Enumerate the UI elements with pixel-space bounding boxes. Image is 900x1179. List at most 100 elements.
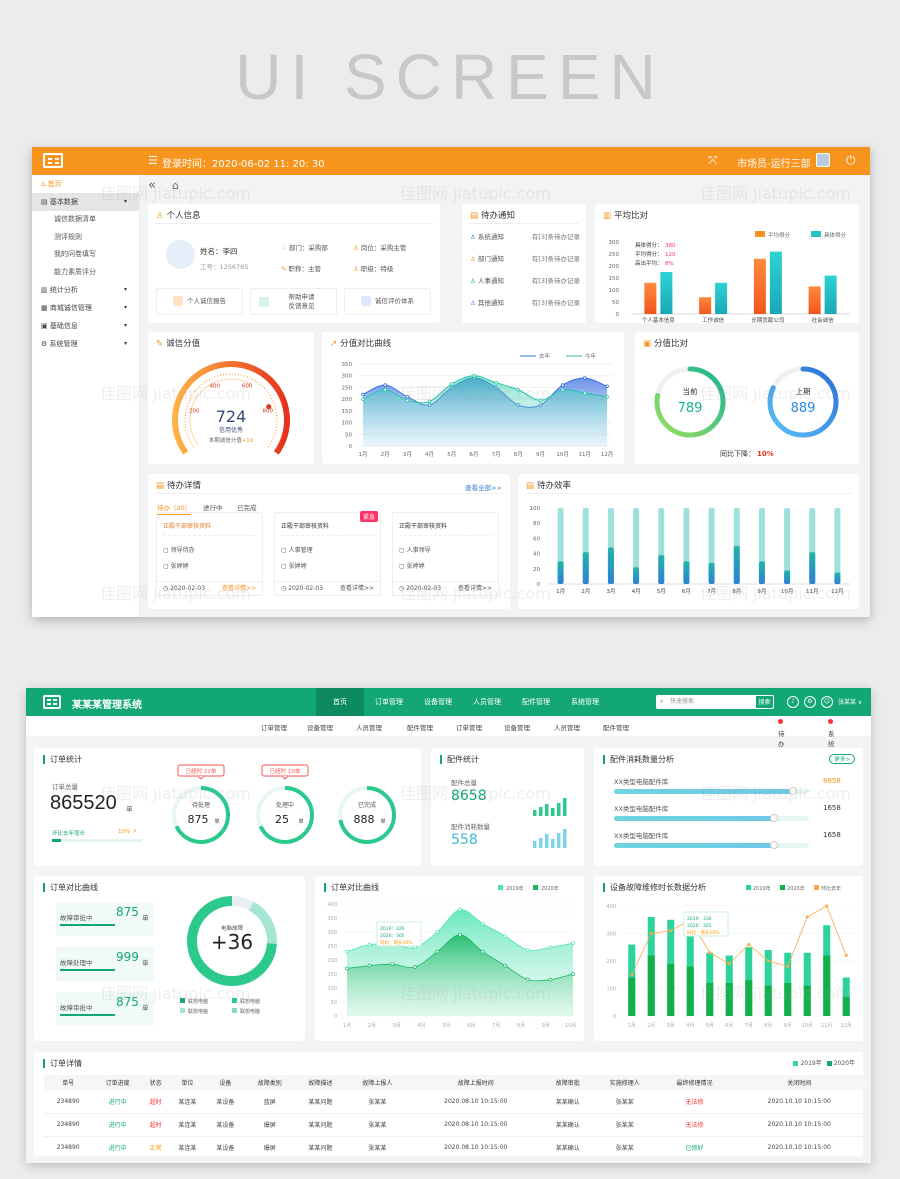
y-tick: 60 [533,536,540,542]
name-label: 姓名：李四 [200,247,238,256]
table-row[interactable]: 234890 进行中 正常 某连某 某设备 爆屏 某某问题 张某某 2020.08.10 10:… [44,1136,866,1160]
help-icon [259,297,269,307]
bar-具体得分 [660,272,673,314]
bar-total [834,508,841,584]
x-tick: 9月 [542,1023,550,1029]
table-cell: 某设备 [206,1113,245,1137]
compare-name: 故障审批中 [60,914,93,922]
ring-label: 已完成 [358,801,376,809]
notice-row[interactable]: ♙ 其他通知 有[3]条待办记录 [470,297,580,311]
details-link[interactable]: 查看详情>> [457,585,492,592]
column-header: 最终修理情况 [656,1075,733,1090]
x-tick: 8月 [514,451,523,458]
sidebar-subitem[interactable]: 能力素质评分 [54,267,96,276]
credit-report-button[interactable]: 个人诚信报告 [156,288,243,315]
bar-done [708,562,715,584]
consume-knob [769,841,778,849]
notice-name: 其他通知 [477,299,504,307]
subnav-item[interactable]: 人员管理 [554,724,580,732]
bar-平均得分 [808,286,821,314]
subnav-item[interactable]: 人员管理 [356,724,382,732]
consume-value: 8658 [823,777,841,785]
sidebar-item-home[interactable]: ⌂ 首页 [41,180,62,188]
subnav-item[interactable]: 订单管理 [456,724,482,732]
sidebar-subitem[interactable]: 我的问卷填写 [54,250,96,258]
help-button[interactable]: 帮助申请 反馈意见 [250,288,337,315]
personal-panel: ♙ 个人信息 姓名：李四 工号：1256785 ♘ 部门：采购部 ♙ 岗位：采购主… [148,204,440,323]
sidebar-item-basic[interactable]: ▤ 基本数据 ▾ [32,193,139,211]
subnav-item[interactable]: 设备管理 [307,724,333,732]
sidebar-item-mall[interactable]: ▦ 商城诚信管理 ▾ [32,299,139,317]
sidebar-item-info[interactable]: ▣ 基础信息 ▾ [32,317,139,335]
x-tick: 5月 [706,1023,714,1029]
search-input[interactable]: ⌕ 快速搜索 搜索 [656,695,774,709]
avatar[interactable] [816,153,830,167]
subnav-item[interactable]: 配件管理 [603,724,629,732]
card-footer: ◷ 2020-02-03 查看详情>> [393,581,498,595]
subnav-item[interactable]: 配件管理 [407,724,433,732]
panel-title: 待办通知 [481,211,516,221]
notice-row[interactable]: ♙ 人事通知 有[3]条待办记录 [470,275,580,289]
search-button[interactable]: 搜索 [755,695,774,709]
details-link[interactable]: 查看详情>> [339,585,374,592]
bar-2020 [706,983,714,1016]
nav-item[interactable]: 系统管理 [571,698,599,706]
view-all-link[interactable]: 查看全部>> [465,484,502,492]
more-button[interactable]: 更多> [829,754,855,764]
table-row[interactable]: 234890 进行中 超时 某连某 某设备 爆屏 某某问题 张某某 2020.08.10 10:… [44,1113,866,1137]
point-去年 [583,376,587,380]
tab-progress[interactable]: 进行中 [203,504,223,512]
point-今年 [560,387,565,392]
x-tick: 11月 [579,451,592,458]
fullscreen-icon[interactable]: ⤧ [708,153,718,167]
y-tick: 150 [327,972,337,978]
sidebar-item-system[interactable]: ⚙ 系统管理 ▾ [32,335,139,353]
todo-card[interactable]: 正殿干部审核资料 ▢ 领导待办 ▢ 张婷婷 ◷ 2020-02-03 查看详情>> [156,512,263,596]
bell-icon[interactable]: ♪ [787,696,799,708]
user-name[interactable]: 张某某 ∨ [838,699,863,706]
post-icon: ♙ [353,244,361,252]
user-name[interactable]: 市场员-运行三部 [737,159,811,170]
notice-row[interactable]: ♙ 系统通知 有[3]条待办记录 [470,231,580,245]
nav-item[interactable]: 配件管理 [522,698,550,706]
nav-item[interactable]: 订单管理 [375,698,403,706]
user-icon[interactable]: ☺ [821,696,833,708]
bar-done [784,570,791,584]
subnav-item[interactable]: 订单管理 [261,724,287,732]
tab-todo[interactable]: 待办（20） [157,502,192,515]
fault-panel: 设备故障维修时长数据分析 0 100 200 300 400 1月 2月 3月 4月 5月 6月 7月… [594,876,863,1041]
tooltip-line: 2019：330 [687,916,712,922]
details-link[interactable]: 查看详情>> [221,585,256,592]
parts-panel: 配件统计 配件总量 8658 配件消耗数量 558 [431,748,584,866]
unit: 单 [126,805,133,813]
mini-bar [551,808,555,816]
app-logo[interactable] [43,695,61,709]
table-row[interactable]: 234890 进行中 超时 某连某 某设备 蓝屏 某某问题 张某某 2020.08.10 10:… [44,1090,866,1114]
table-cell: 某某问题 [295,1113,346,1137]
nav-item[interactable]: 设备管理 [424,698,452,706]
sidebar-subitem[interactable]: 诚信数据清单 [54,215,96,223]
collapse-icon[interactable]: « [148,178,156,193]
column-header: 状态 [143,1075,169,1090]
sidebar-subitem[interactable]: 测评规则 [54,232,82,241]
notice-row[interactable]: ♙ 部门通知 有[3]条待办记录 [470,253,580,267]
menu-icon[interactable]: ☰ [148,154,158,167]
todo-card[interactable]: 正殿干部审核资料 紧急 ▢ 人事管理 ▢ 张婷婷 ◷ 2020-02-03 查看详情>> [274,511,381,596]
nav-item[interactable]: 人员管理 [473,698,501,706]
credit-system-button[interactable]: 诚信评价体系 [344,288,431,315]
bar-2020 [764,985,772,1016]
table-cell: 已修好 [656,1136,733,1160]
table-cell: 2020.08.10 10:15:00 [409,1090,543,1114]
point-今年 [427,399,432,404]
todo-card[interactable]: 正殿干部审核资料 ▢ 人事领导 ▢ 张婷婷 ◷ 2020-02-03 查看详情>> [392,512,499,596]
donut-hole [202,911,262,971]
tab-done[interactable]: 已完成 [237,504,257,512]
app-logo[interactable] [43,153,63,168]
sidebar-item-stats[interactable]: ▥ 统计分析 ▾ [32,281,139,299]
power-icon[interactable]: ⏻ [846,153,856,167]
gear-icon[interactable]: ⚙ [804,696,816,708]
consume-panel: 配件消耗数量分析 更多> XX类型电脑配件库 8658 XX类型电脑配件库 1658 X… [594,748,863,866]
home-icon[interactable]: ⌂ [172,179,179,192]
subnav-item[interactable]: 设备管理 [504,724,530,732]
nav-item[interactable]: 首页 [316,688,364,716]
